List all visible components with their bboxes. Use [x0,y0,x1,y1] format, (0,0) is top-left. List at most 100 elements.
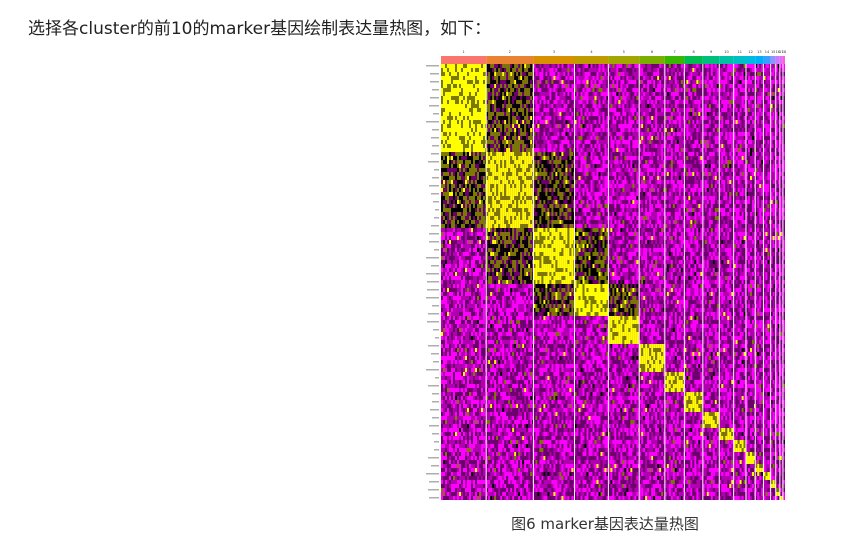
heatmap-cell [451,76,453,80]
heatmap-cell [731,128,734,132]
heatmap-cell [769,116,771,120]
heatmap-cell [512,136,515,140]
heatmap-cell [624,124,627,128]
heatmap-cell [641,172,644,176]
heatmap-cell [543,156,546,160]
heatmap-cell [459,88,461,92]
heatmap-cell [449,100,451,104]
heatmap-cell [479,84,481,88]
heatmap-cell [777,180,780,184]
heatmap-cell [557,64,560,68]
heatmap-cell [616,136,619,140]
heatmap-cell [600,92,603,96]
heatmap-cell [622,124,625,128]
heatmap-cell [539,100,542,104]
heatmap-cell [532,172,534,176]
heatmap-cell [532,168,534,172]
heatmap-cell [441,136,443,140]
heatmap-cell [727,192,730,196]
heatmap-cell [547,136,550,140]
heatmap-cell [514,148,517,152]
heatmap-cell [774,108,776,112]
gene-label [426,473,439,475]
heatmap-cell [618,112,621,116]
heatmap-cell [573,76,575,80]
heatmap-cell [447,128,449,132]
heatmap-cell [467,132,469,136]
heatmap-cell [702,172,705,176]
heatmap-cell [657,168,660,172]
heatmap-cell [481,68,483,72]
heatmap-cell [666,120,669,124]
heatmap-cell [670,76,673,80]
heatmap-cell [459,128,461,132]
heatmap-cell [745,108,748,112]
heatmap-cell [634,196,637,200]
heatmap-cell [751,132,754,136]
heatmap-cell [761,176,764,180]
heatmap-cell [757,104,760,108]
heatmap-cell [559,148,562,152]
heatmap-cell [666,64,669,68]
heatmap-cell [651,68,654,72]
heatmap-cell [510,84,513,88]
heatmap-cell [628,160,631,164]
heatmap-cell [496,168,499,172]
heatmap-cell [733,144,736,148]
heatmap-cell [582,116,585,120]
heatmap-cell [465,152,467,156]
heatmap-cell [620,116,623,120]
heatmap-cell [620,164,623,168]
cluster-label-12: 12 [748,50,752,54]
heatmap-cell [524,100,527,104]
heatmap-cell [712,124,715,128]
heatmap-cell [539,108,542,112]
heatmap-cell [516,180,519,184]
heatmap-cell [684,80,687,84]
heatmap-cell [449,124,451,128]
heatmap-cell [488,116,491,120]
heatmap-cell [725,100,728,104]
heatmap-cell [779,132,782,136]
heatmap-cell [749,72,752,76]
heatmap-cell [571,184,574,188]
heatmap-cell [463,148,465,152]
heatmap-cell [594,100,597,104]
heatmap-cell [563,180,566,184]
heatmap-cell [666,176,669,180]
heatmap-cell [533,168,536,172]
heatmap-cell [481,84,483,88]
heatmap-cell [455,128,457,132]
heatmap-cell [672,92,675,96]
gene-label [430,73,439,75]
heatmap-cell [494,84,497,88]
heatmap-cell [582,196,585,200]
heatmap-cell [528,196,531,200]
heatmap-cell [514,164,517,168]
heatmap-cell [651,116,654,120]
heatmap-cell [549,144,552,148]
heatmap-cell [565,64,568,68]
heatmap-cell [443,160,445,164]
heatmap-cell [628,144,631,148]
heatmap-cell [473,120,475,124]
heatmap-cell [553,172,556,176]
heatmap-cell [723,104,726,108]
heatmap-cell [594,140,597,144]
heatmap-cell [614,152,617,156]
heatmap-cell [496,112,499,116]
heatmap-cell [737,120,740,124]
heatmap-cell [755,92,758,96]
heatmap-cell [494,180,497,184]
heatmap-cell [676,196,679,200]
heatmap-cell [604,176,607,180]
heatmap-cell [490,128,493,132]
heatmap-cell [700,104,703,108]
heatmap-cell [781,76,783,80]
heatmap-cell [514,140,517,144]
heatmap-cell [741,180,744,184]
heatmap-cell [632,152,635,156]
heatmap-cell [532,128,534,132]
heatmap-cell [481,144,483,148]
heatmap-cell [714,160,717,164]
